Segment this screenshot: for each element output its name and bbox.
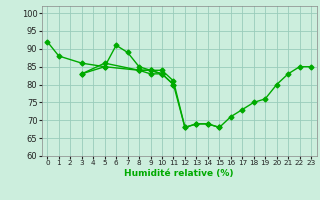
X-axis label: Humidité relative (%): Humidité relative (%)	[124, 169, 234, 178]
